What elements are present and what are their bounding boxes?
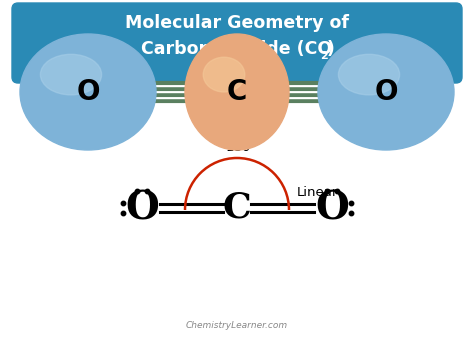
Text: Molecular Geometry of: Molecular Geometry of — [125, 14, 349, 32]
Ellipse shape — [318, 34, 454, 150]
Ellipse shape — [40, 54, 101, 95]
Text: Carbon Dioxide (CO: Carbon Dioxide (CO — [141, 40, 333, 58]
Text: ChemistryLearner.com: ChemistryLearner.com — [186, 321, 288, 330]
Text: O: O — [76, 78, 100, 106]
Ellipse shape — [338, 54, 400, 95]
Text: O: O — [125, 189, 159, 227]
Ellipse shape — [20, 34, 156, 150]
Ellipse shape — [203, 57, 245, 92]
Text: ): ) — [327, 40, 335, 58]
Text: C: C — [223, 191, 251, 225]
Ellipse shape — [185, 34, 289, 150]
Text: O: O — [315, 189, 349, 227]
Text: O: O — [374, 78, 398, 106]
FancyBboxPatch shape — [12, 3, 462, 83]
Text: 180°: 180° — [226, 141, 258, 154]
Text: 2: 2 — [320, 51, 328, 61]
Text: Linear: Linear — [297, 186, 338, 199]
Text: C: C — [227, 78, 247, 106]
